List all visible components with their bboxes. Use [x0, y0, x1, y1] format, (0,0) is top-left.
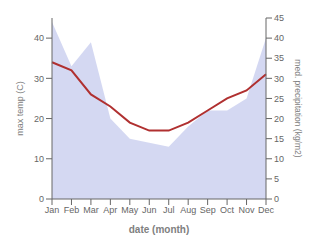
svg-text:40: 40 [34, 33, 44, 43]
svg-text:15: 15 [274, 134, 284, 144]
svg-text:May: May [121, 205, 139, 215]
svg-text:max temp (C): max temp (C) [15, 81, 25, 136]
svg-text:10: 10 [34, 154, 44, 164]
svg-text:Sep: Sep [200, 205, 216, 215]
svg-text:30: 30 [34, 74, 44, 84]
svg-text:Oct: Oct [220, 205, 235, 215]
svg-text:med. precipitation (kg/m2): med. precipitation (kg/m2) [293, 59, 303, 157]
svg-text:Jul: Jul [163, 205, 175, 215]
svg-text:40: 40 [274, 33, 284, 43]
svg-text:20: 20 [34, 114, 44, 124]
svg-text:Apr: Apr [103, 205, 117, 215]
svg-text:5: 5 [274, 174, 279, 184]
svg-text:30: 30 [274, 74, 284, 84]
svg-text:Jan: Jan [45, 205, 60, 215]
svg-text:Jun: Jun [142, 205, 157, 215]
svg-text:20: 20 [274, 114, 284, 124]
svg-text:Feb: Feb [64, 205, 80, 215]
svg-text:0: 0 [39, 194, 44, 204]
svg-text:Aug: Aug [180, 205, 196, 215]
svg-text:45: 45 [274, 13, 284, 23]
svg-text:25: 25 [274, 94, 284, 104]
svg-text:0: 0 [274, 194, 279, 204]
svg-text:Nov: Nov [239, 205, 256, 215]
svg-text:10: 10 [274, 154, 284, 164]
svg-text:35: 35 [274, 53, 284, 63]
svg-text:date (month): date (month) [129, 224, 190, 235]
svg-text:Mar: Mar [83, 205, 99, 215]
svg-text:Dec: Dec [258, 205, 275, 215]
